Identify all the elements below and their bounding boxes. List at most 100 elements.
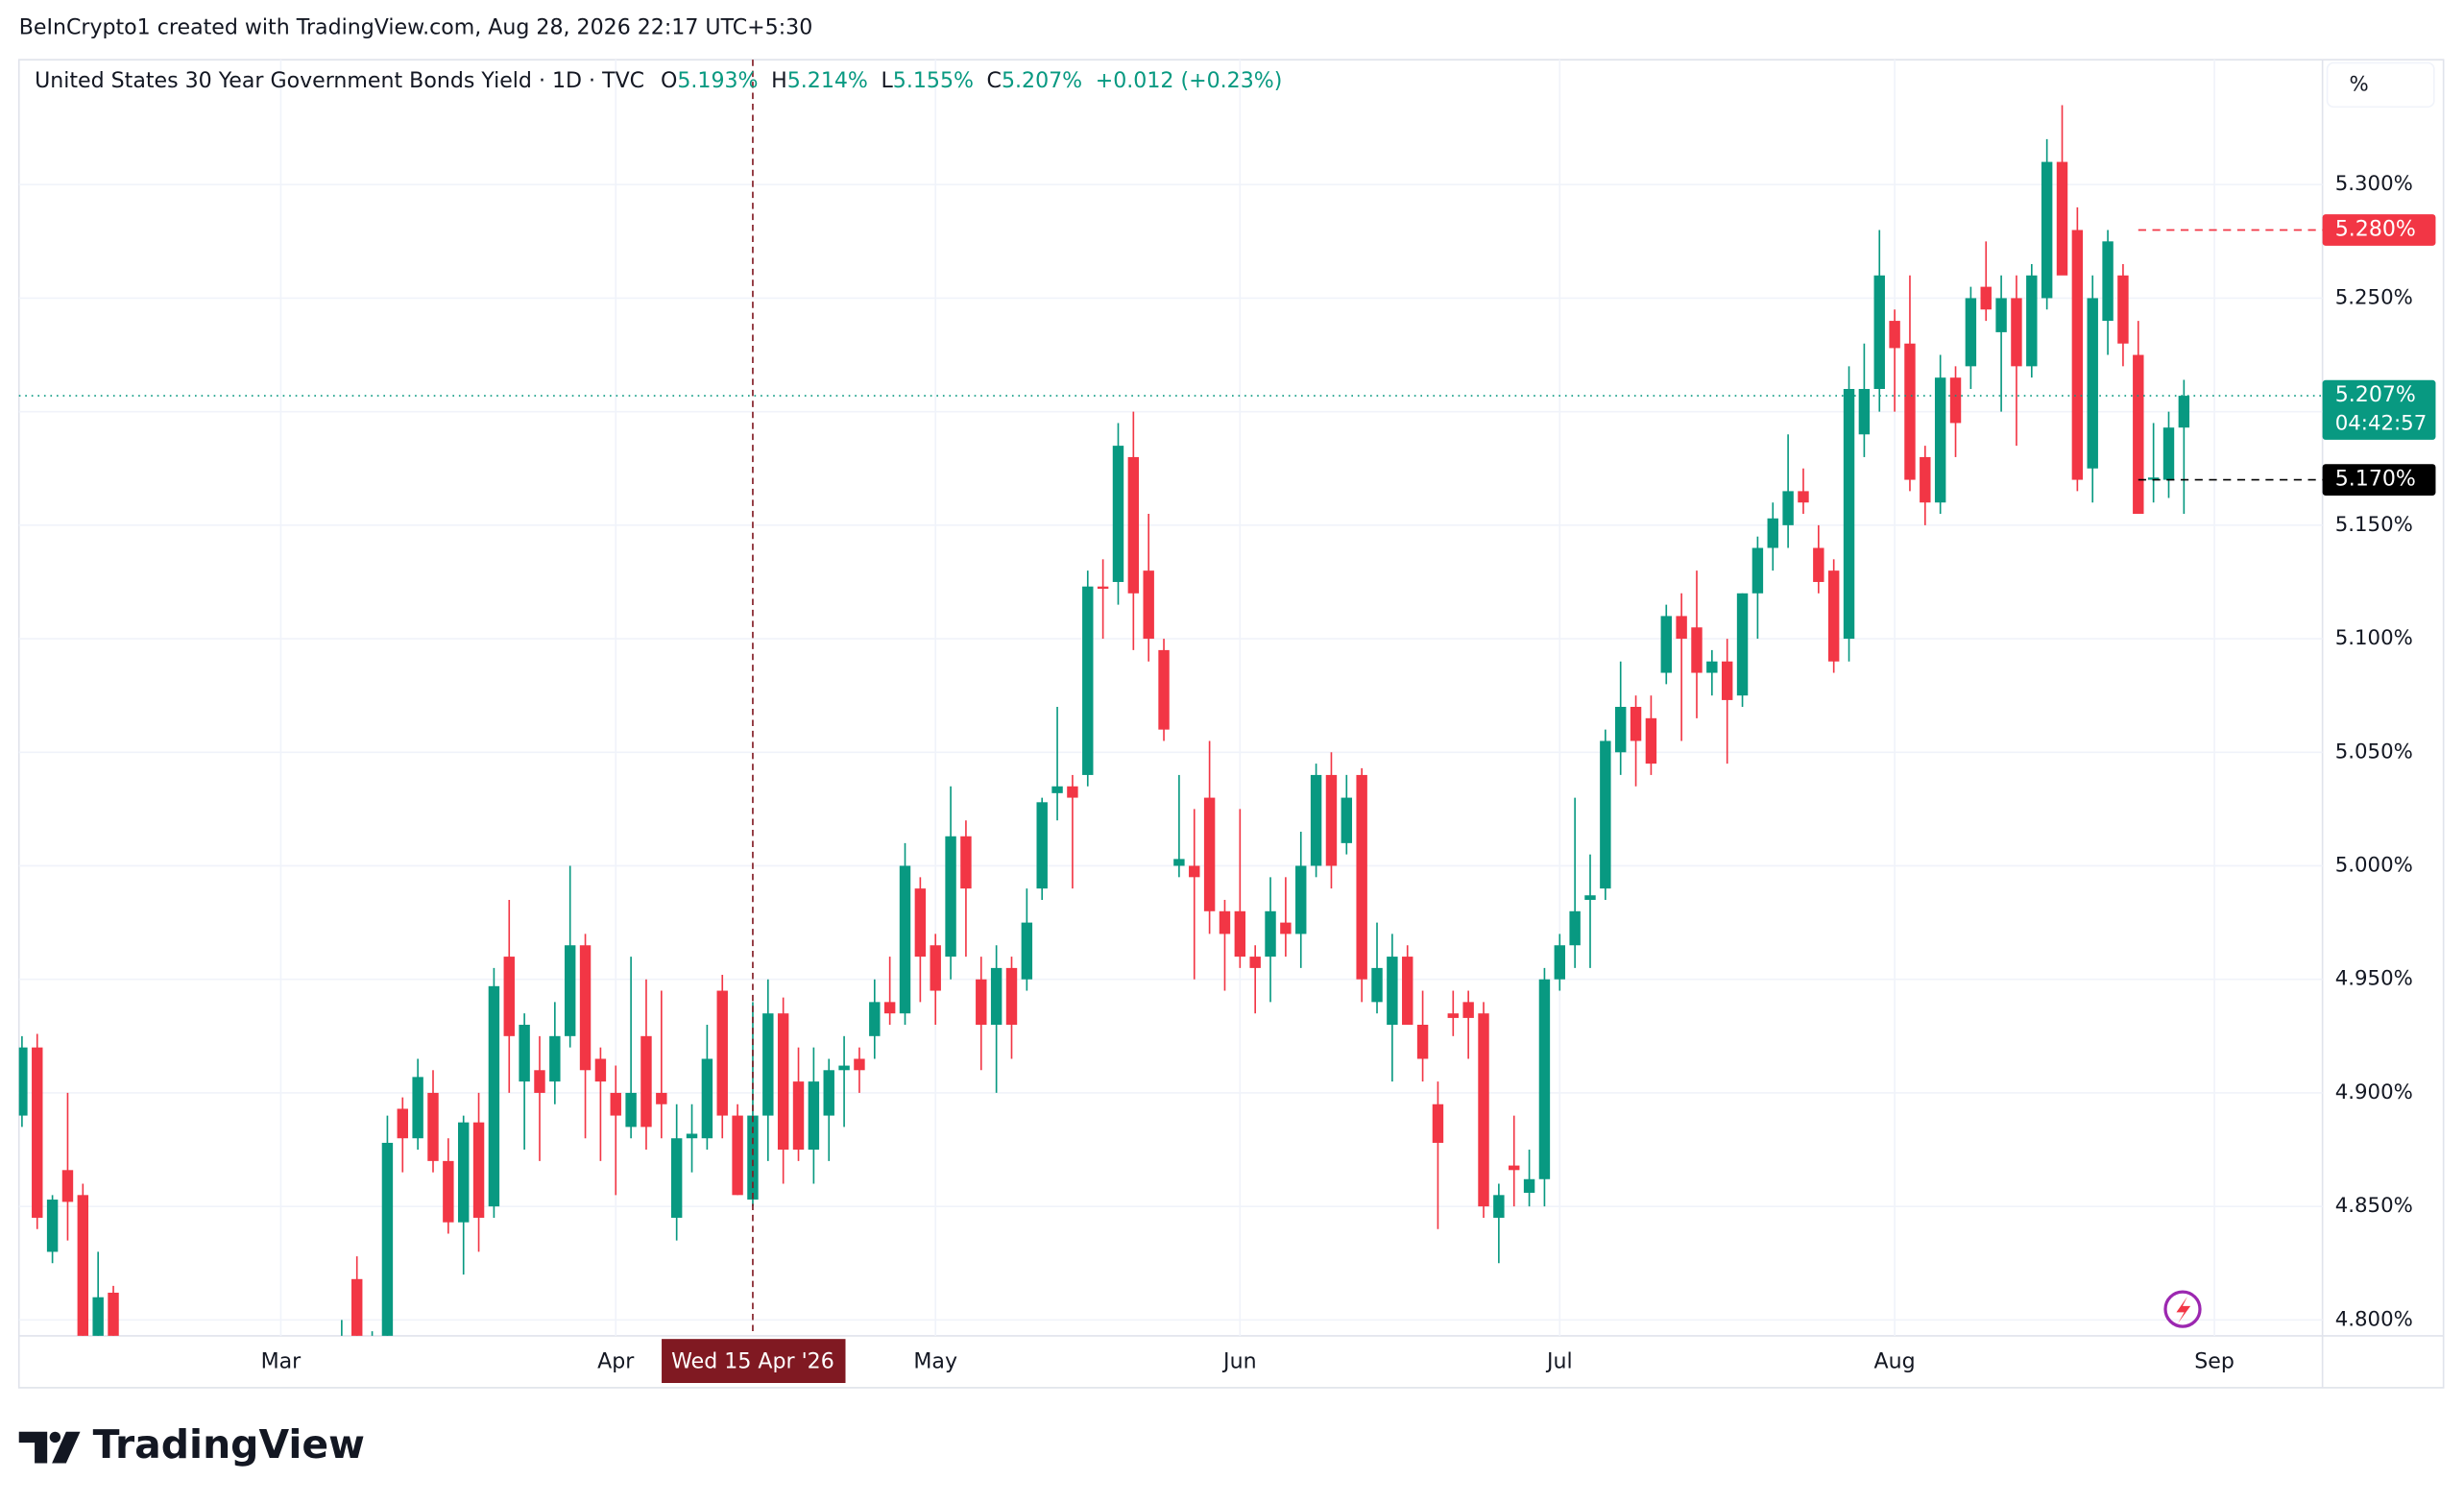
- candle-body: [1189, 865, 1200, 878]
- crosshair-label-bg: [662, 1339, 846, 1383]
- x-tick-label: Apr: [597, 1349, 635, 1374]
- candle-body: [1995, 298, 2007, 332]
- candle-body: [32, 1047, 43, 1218]
- candle-body: [1523, 1178, 1535, 1193]
- candle-body: [1843, 389, 1855, 640]
- legend-key: O: [661, 68, 677, 93]
- candle-body: [945, 836, 956, 958]
- candle-body: [488, 985, 500, 1207]
- candle-body: [1051, 786, 1063, 793]
- candle-body: [412, 1077, 423, 1139]
- candle-body: [1630, 707, 1642, 741]
- tradingview-logo: TradingView: [18, 1421, 365, 1468]
- candle-body: [2041, 161, 2053, 299]
- candle-body: [2162, 427, 2175, 480]
- candle-body: [2011, 298, 2022, 367]
- candle-body: [2117, 275, 2129, 344]
- overlay: 4.800% 4.850% 4.900% 4.950% 5.000% 5.050% 5.10…: [18, 60, 2436, 1383]
- candle-body: [656, 1092, 667, 1104]
- candle-body: [823, 1070, 834, 1116]
- candle-body: [443, 1160, 454, 1223]
- candle-body: [1280, 922, 1292, 934]
- candle-body: [351, 1278, 363, 1336]
- candle-body: [1005, 967, 1018, 1026]
- candle-body: [92, 1297, 104, 1336]
- candle-body: [1416, 1025, 1429, 1059]
- candle-body: [1371, 967, 1383, 1003]
- candle-body: [792, 1081, 805, 1151]
- y-tick-label: 5.300%: [2335, 172, 2413, 196]
- candle-body: [427, 1092, 439, 1161]
- candle-body: [1295, 865, 1307, 934]
- countdown: 04:42:57: [2335, 412, 2428, 436]
- candle-body: [1158, 649, 1170, 730]
- candle-body: [1904, 343, 1916, 480]
- candle-body: [1782, 491, 1794, 525]
- lightning-icon[interactable]: [2163, 1290, 2202, 1328]
- candle-body: [123, 1376, 133, 1410]
- crosshair-label: Wed 15 Apr '26: [671, 1349, 834, 1374]
- candle-body: [869, 1002, 881, 1036]
- candle-body: [1082, 586, 1094, 775]
- candle-body: [914, 888, 927, 958]
- candle-body: [457, 1122, 470, 1223]
- candle-body: [838, 1065, 850, 1071]
- candle-body: [1249, 957, 1261, 968]
- y-tick-label: 4.900%: [2335, 1080, 2413, 1104]
- candle-body: [930, 945, 941, 991]
- candle-body: [1310, 774, 1322, 866]
- legend-value: 5.207%: [1002, 68, 1082, 93]
- candle-body: [1736, 593, 1749, 696]
- candle-body: [1538, 979, 1551, 1179]
- candle-body: [77, 1195, 89, 1336]
- grid: [18, 60, 2323, 1336]
- candle-body: [184, 1479, 195, 1502]
- watermark: BeInCrypto1 created with TradingView.com…: [19, 14, 813, 39]
- x-tick-label: Jul: [1545, 1349, 1573, 1374]
- candle-body: [670, 1138, 683, 1218]
- legend-key: H: [771, 68, 787, 93]
- candle-body: [336, 1354, 347, 1366]
- candle-body: [1173, 859, 1185, 866]
- candle-body: [503, 957, 515, 1036]
- candle-body: [1965, 298, 1977, 367]
- candle-body: [321, 1366, 331, 1389]
- candle-body: [1447, 1013, 1460, 1018]
- candle-body: [1509, 1165, 1520, 1171]
- candle-body: [519, 1025, 530, 1082]
- x-tick-label: Jun: [1221, 1349, 1257, 1374]
- legend-change: +0.012 (+0.23%): [1096, 68, 1283, 93]
- candle-body: [883, 1002, 896, 1014]
- x-tick-label: Mar: [261, 1349, 302, 1374]
- scale-button[interactable]: [2326, 61, 2435, 109]
- candle-body: [1889, 321, 1900, 349]
- candle-body: [732, 1115, 743, 1196]
- price-tag-bg: [2322, 464, 2436, 496]
- candle-body: [854, 1058, 865, 1071]
- logo-text: TradingView: [93, 1421, 365, 1468]
- candle-body: [899, 865, 911, 1014]
- candle-body: [2056, 161, 2068, 276]
- candle-body: [1143, 570, 1154, 640]
- scale-button-label[interactable]: %: [2349, 72, 2368, 96]
- candle-body: [1600, 740, 1611, 889]
- candle-body: [1949, 377, 1962, 424]
- candle-body: [1645, 717, 1657, 764]
- candle-body: [1569, 910, 1581, 946]
- candle-body: [808, 1081, 820, 1151]
- candle-body: [1767, 518, 1778, 548]
- price-tag: 5.280%: [2335, 217, 2416, 242]
- candle-body: [990, 967, 1003, 1026]
- candle-body: [1827, 570, 1840, 662]
- candle-body: [1706, 661, 1718, 673]
- candle-body: [1813, 547, 1824, 582]
- candle-body: [1462, 1002, 1474, 1018]
- candles: [18, 105, 2190, 1502]
- y-tick-label: 4.950%: [2335, 967, 2413, 991]
- candle-body: [1691, 627, 1703, 673]
- candle-body: [108, 1292, 119, 1336]
- candle-body: [1660, 616, 1672, 673]
- candle-body: [1858, 389, 1871, 435]
- candle-body: [640, 1035, 652, 1128]
